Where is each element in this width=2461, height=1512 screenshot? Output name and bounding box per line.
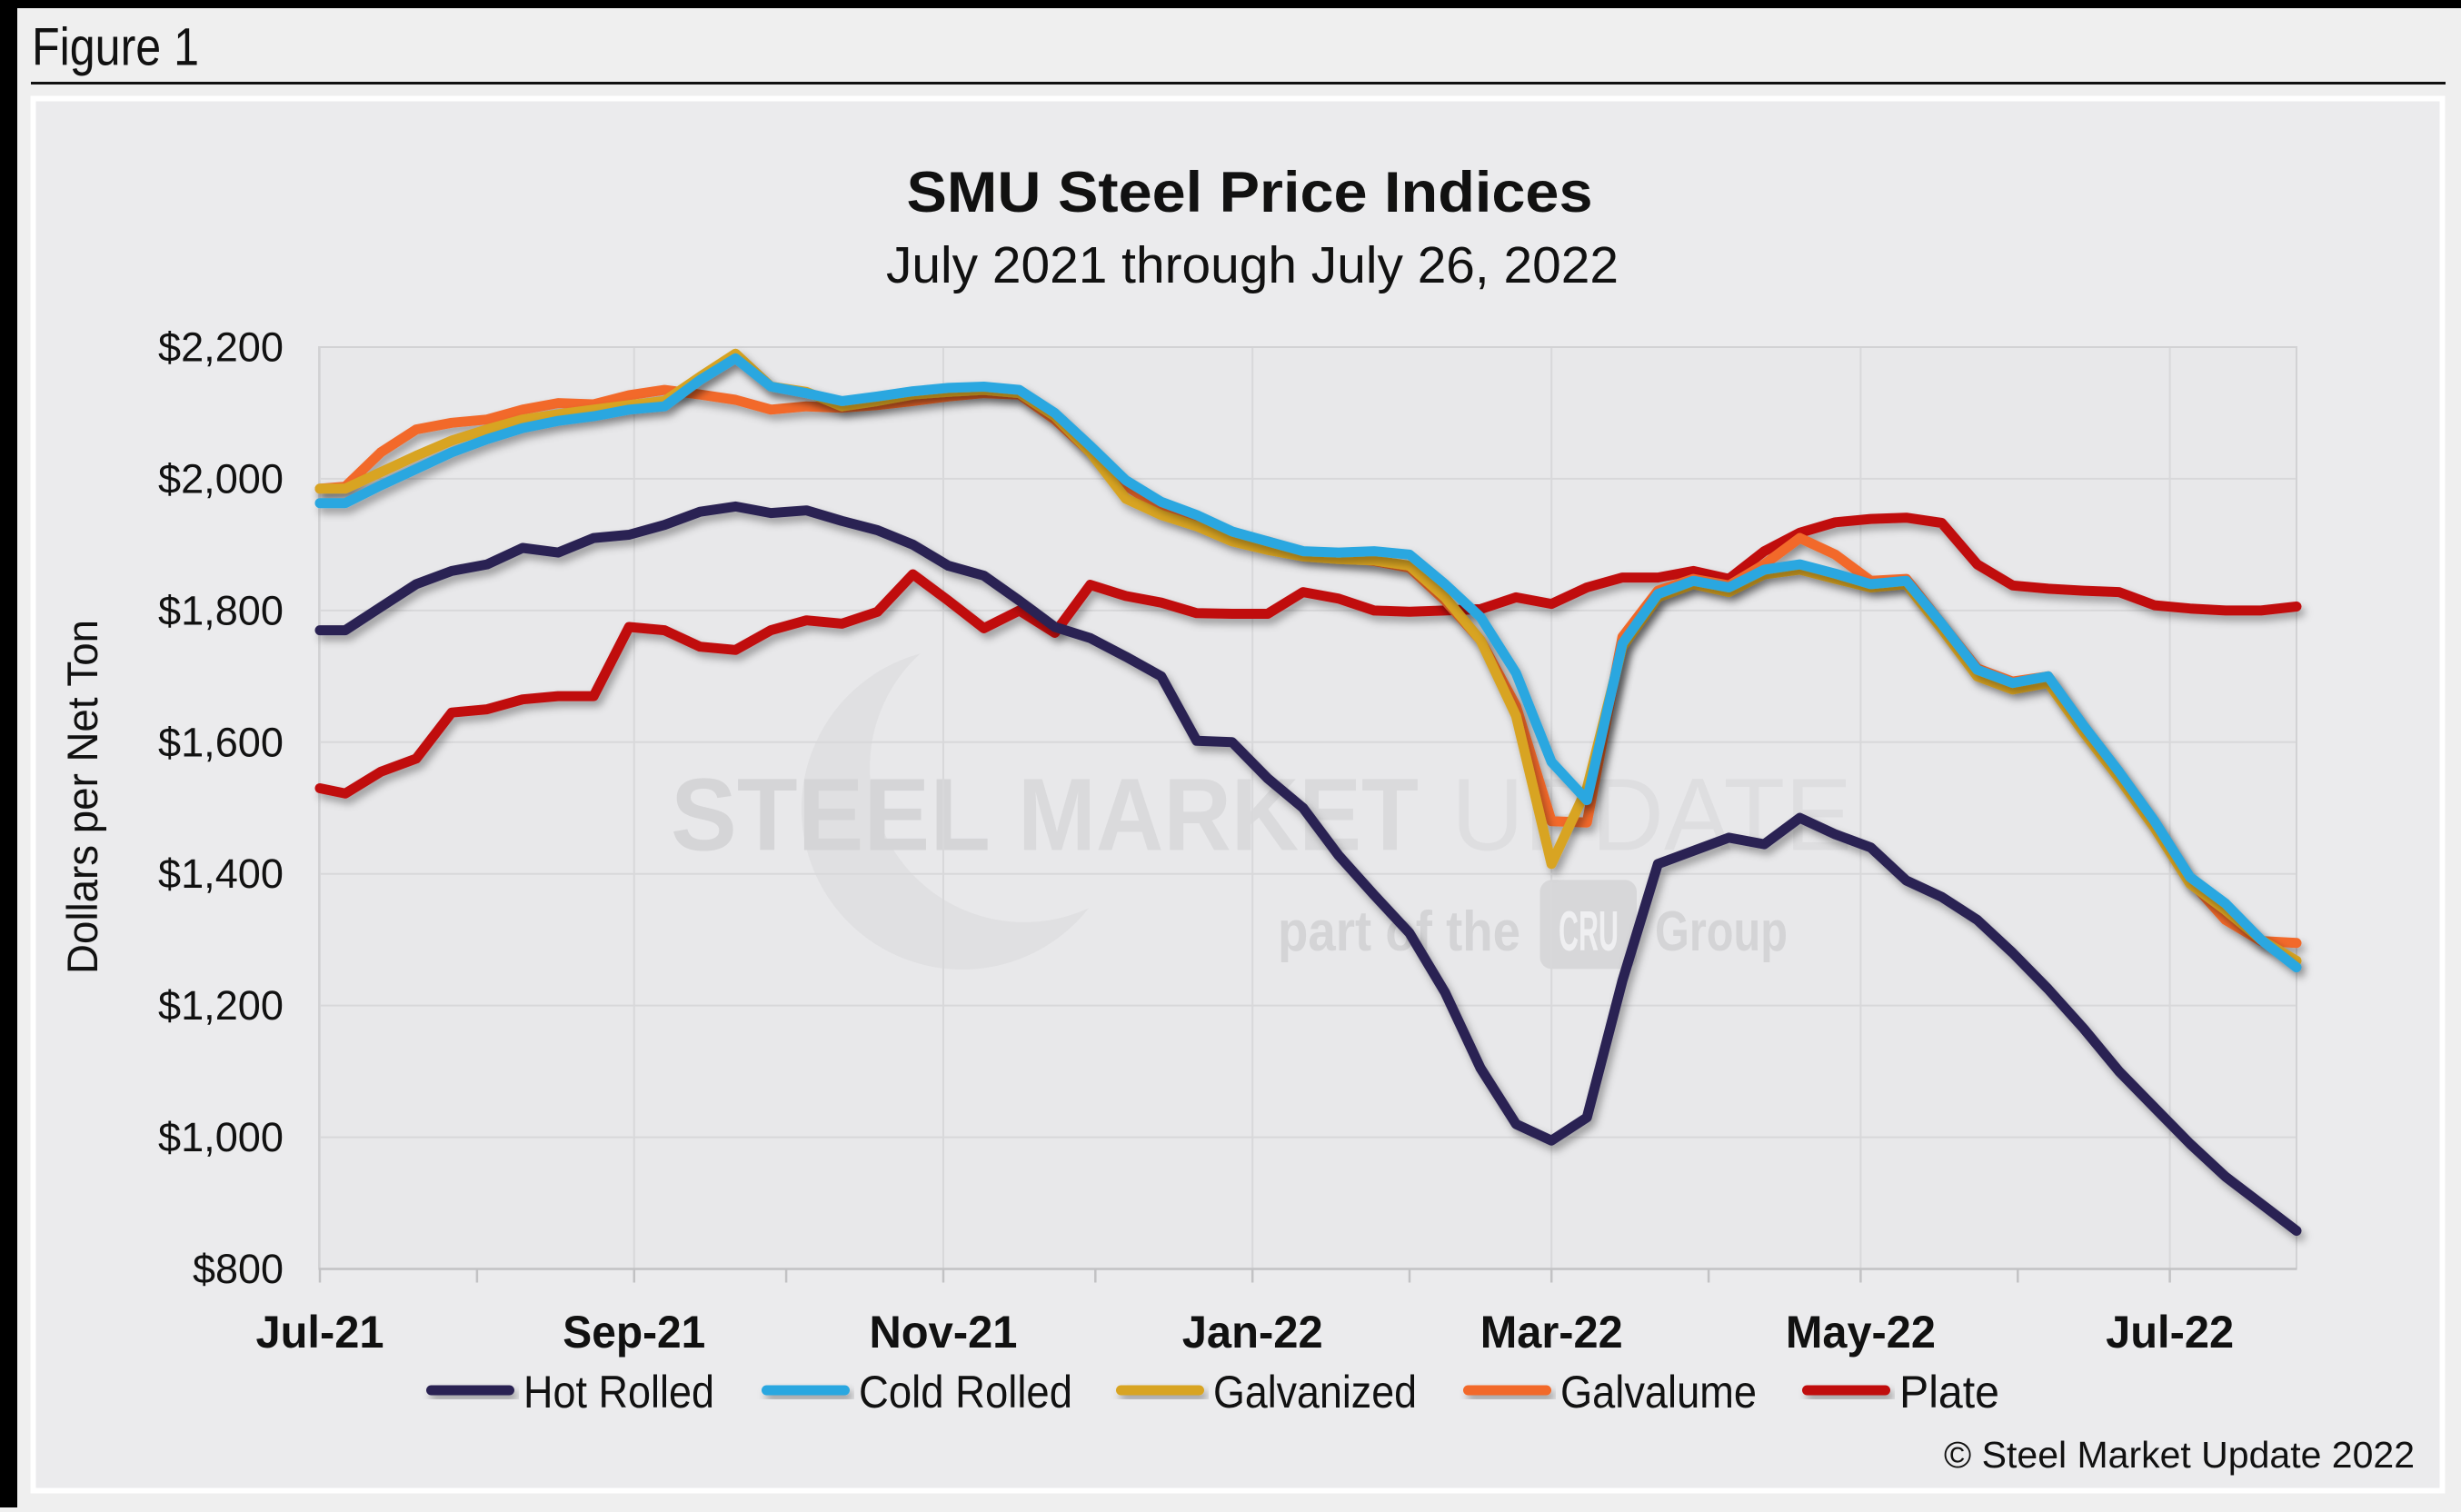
svg-text:$1,800: $1,800 — [158, 587, 284, 633]
svg-text:Galvalume: Galvalume — [1560, 1367, 1757, 1418]
svg-text:Sep-21: Sep-21 — [563, 1307, 705, 1358]
svg-text:Figure 1: Figure 1 — [32, 18, 199, 77]
svg-text:Mar-22: Mar-22 — [1480, 1307, 1623, 1358]
svg-text:Cold Rolled: Cold Rolled — [859, 1367, 1072, 1418]
svg-text:Galvanized: Galvanized — [1213, 1367, 1417, 1418]
svg-text:SMU Steel Price Indices: SMU Steel Price Indices — [907, 161, 1593, 224]
svg-text:Dollars per Net Ton: Dollars per Net Ton — [58, 620, 106, 974]
svg-text:Jan-22: Jan-22 — [1182, 1307, 1323, 1358]
svg-text:Jul-21: Jul-21 — [256, 1307, 384, 1358]
svg-text:$800: $800 — [193, 1246, 284, 1292]
svg-text:$2,000: $2,000 — [158, 455, 284, 502]
svg-text:MARKET: MARKET — [1018, 758, 1419, 872]
svg-text:$2,200: $2,200 — [158, 324, 284, 371]
svg-text:UPDATE: UPDATE — [1451, 758, 1852, 872]
svg-text:© Steel Market Update 2022: © Steel Market Update 2022 — [1944, 1434, 2415, 1476]
svg-text:STEEL: STEEL — [671, 758, 991, 872]
svg-text:July 2021 through July 26, 202: July 2021 through July 26, 2022 — [886, 236, 1619, 294]
svg-text:part of the: part of the — [1278, 900, 1520, 963]
svg-text:$1,600: $1,600 — [158, 719, 284, 765]
svg-text:Jul-22: Jul-22 — [2106, 1307, 2234, 1358]
svg-text:$1,400: $1,400 — [158, 850, 284, 897]
svg-text:$1,000: $1,000 — [158, 1114, 284, 1160]
svg-text:CRU: CRU — [1559, 900, 1619, 963]
svg-text:May-22: May-22 — [1786, 1307, 1936, 1358]
svg-text:Plate: Plate — [1899, 1367, 1999, 1418]
svg-text:Hot Rolled: Hot Rolled — [523, 1367, 714, 1418]
svg-text:Group: Group — [1655, 900, 1788, 963]
svg-text:Nov-21: Nov-21 — [870, 1307, 1018, 1358]
svg-text:$1,200: $1,200 — [158, 982, 284, 1029]
